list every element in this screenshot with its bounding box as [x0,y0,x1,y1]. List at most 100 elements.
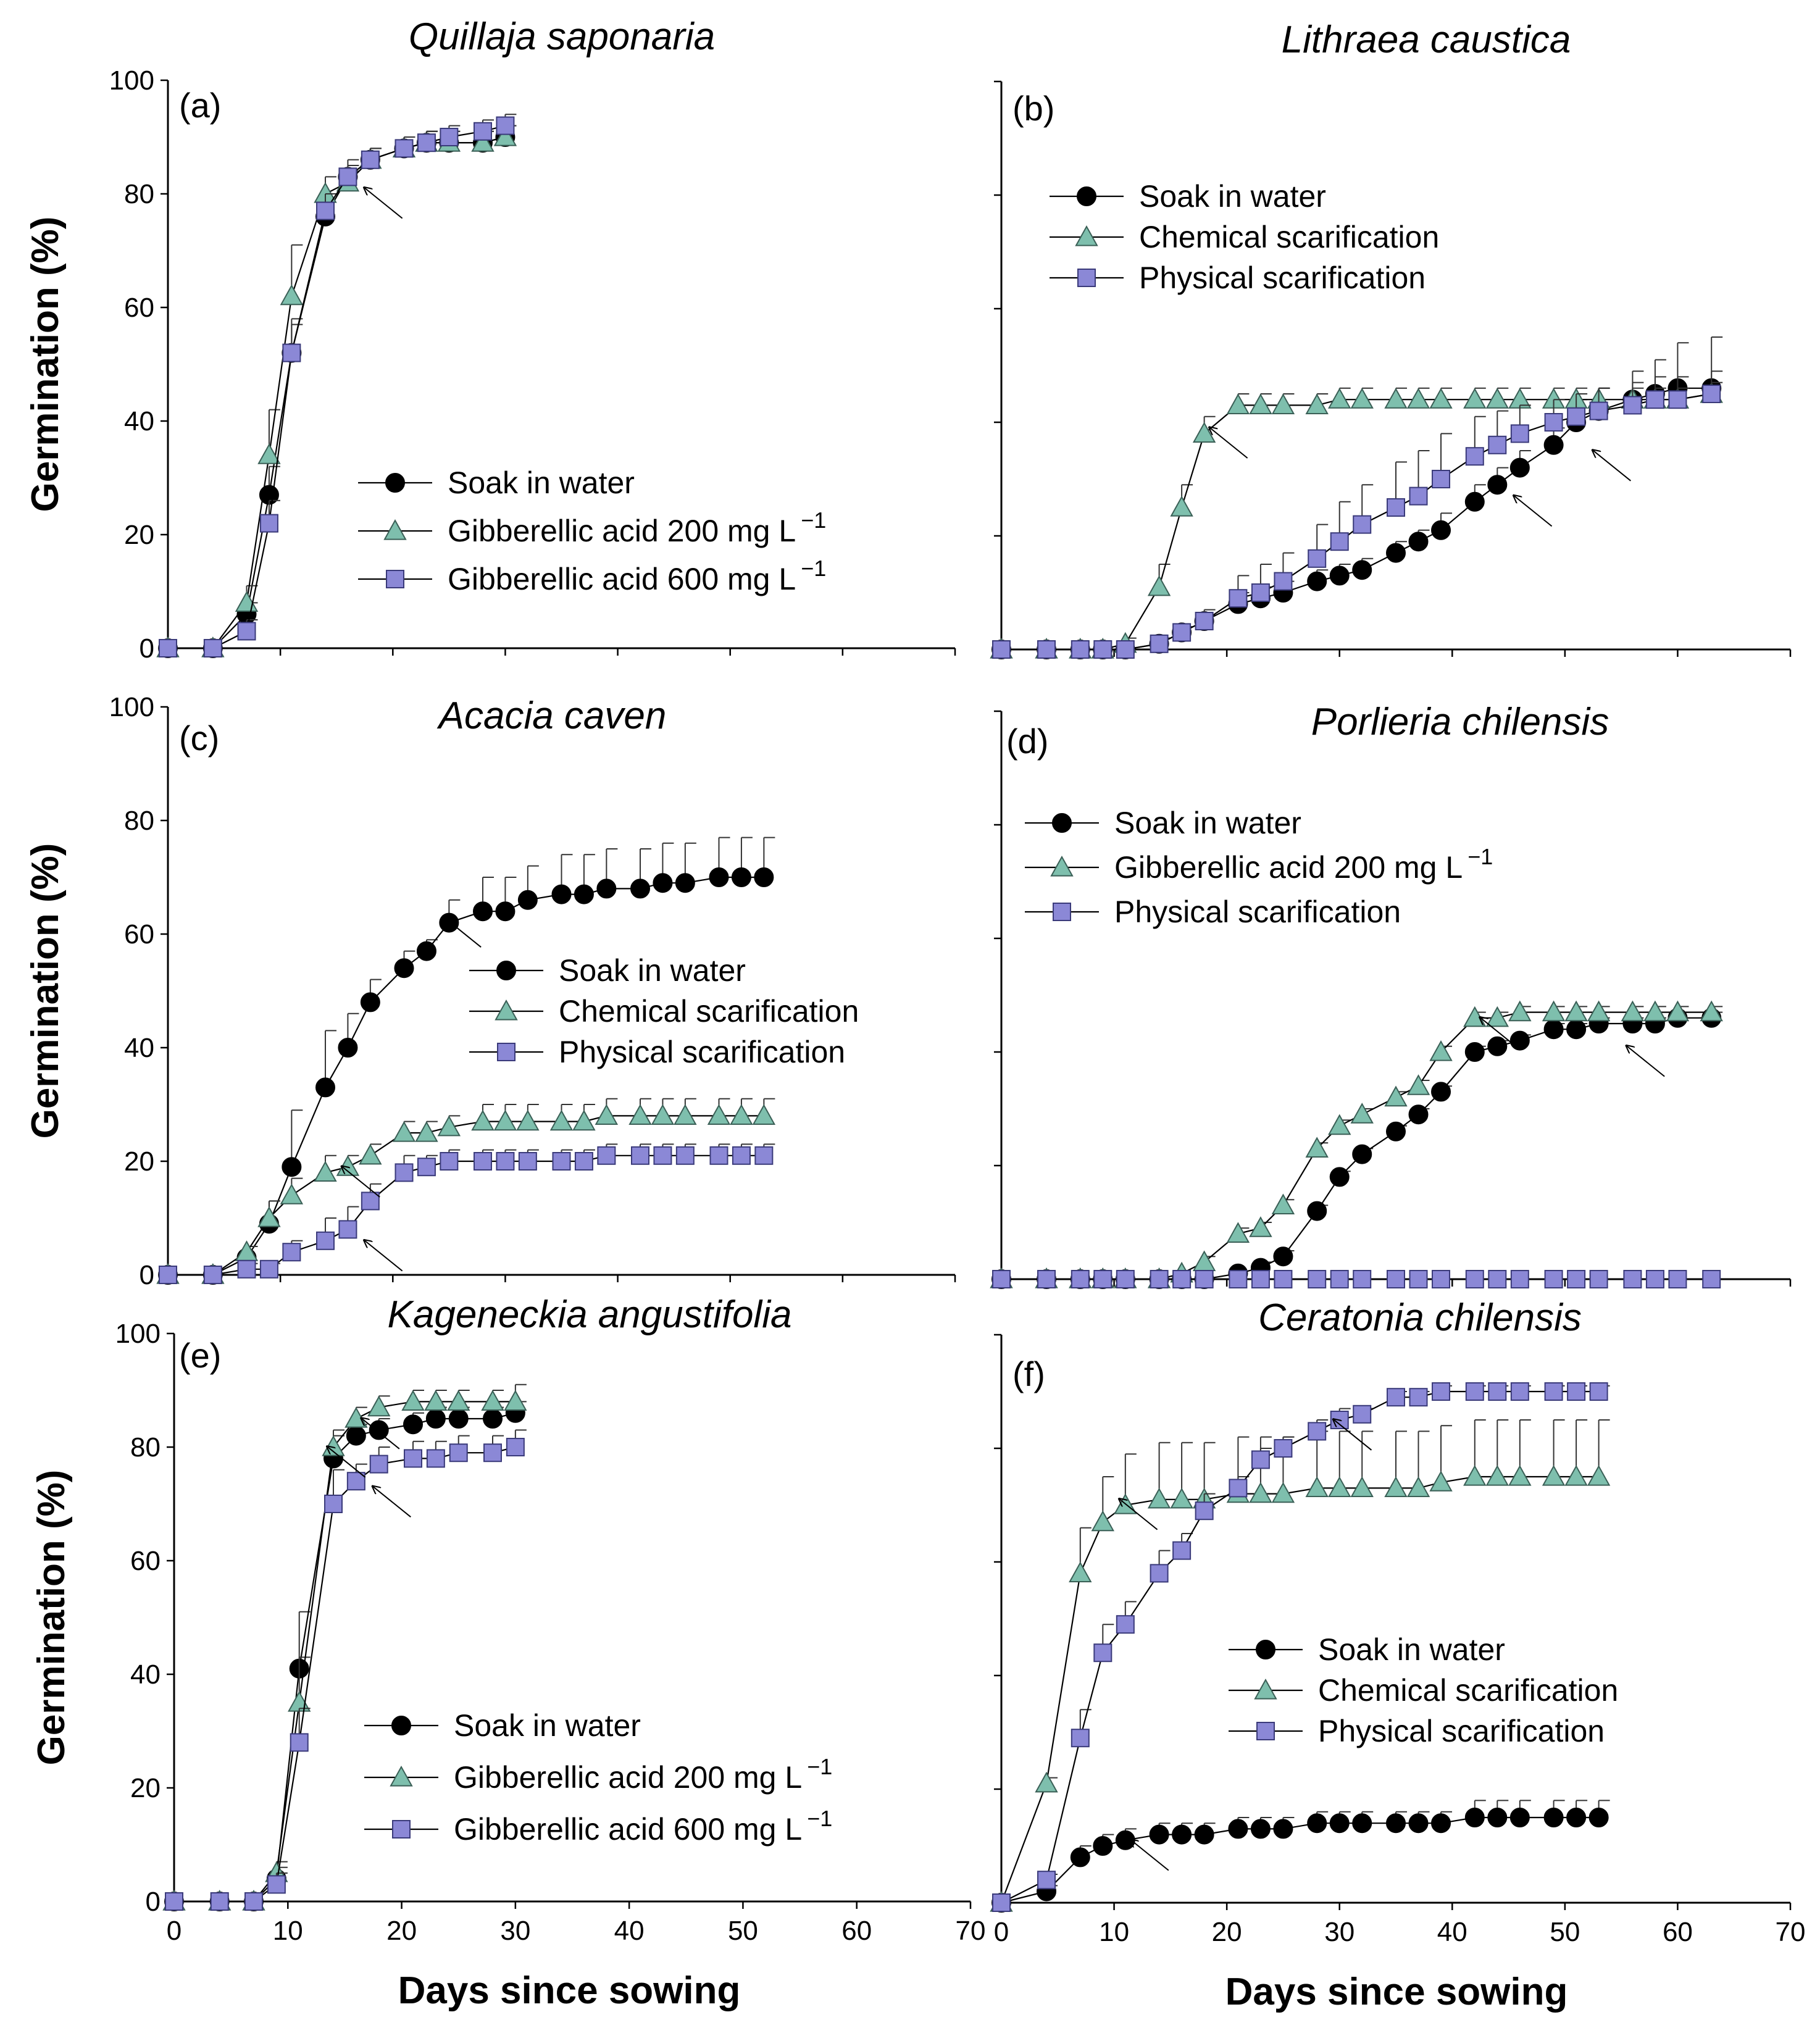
legend: Soak in water Chemical scarification Physi… [469,953,859,1069]
data-point [315,1077,335,1098]
data-point [1645,1270,1664,1288]
legend: Soak in water Chemical scarification Physi… [1229,1632,1618,1748]
data-point [403,1414,423,1435]
y-axis-label: Germination (%) [24,217,67,512]
panel-title: Kageneckia angustifolia [388,1293,792,1336]
series-gibberellic-acid-200-mg-l [990,1000,1723,1288]
data-point [1544,1270,1563,1288]
series-physical-scarification [992,370,1723,659]
data-point [596,879,617,899]
data-point [1431,1813,1451,1834]
data-point [425,1409,446,1429]
data-point [1329,1813,1350,1834]
data-point [1544,413,1563,432]
data-point [1465,1270,1484,1288]
data-point [394,139,414,158]
data-point [394,958,414,979]
data-point [1589,1270,1608,1288]
data-point [1229,1479,1248,1498]
data-point [1564,1000,1588,1022]
data-point [574,884,594,904]
data-point [1543,1808,1564,1827]
panel-b: Lithraea caustica (b) Soak in water Chemica… [990,19,1792,659]
data-point [440,1152,459,1171]
data-point [1643,1000,1667,1022]
data-point [1432,470,1451,488]
data-point [1150,634,1169,653]
data-point [1409,1388,1428,1407]
data-point [1330,1270,1349,1288]
data-point [754,867,774,887]
data-point [1587,1000,1611,1022]
legend: Soak in water Gibberellic acid 200 mg L −1… [1025,806,1493,929]
data-point [1409,1270,1428,1288]
data-point [282,343,301,362]
legend-marker [390,1765,413,1787]
data-point [1172,623,1192,642]
legend-marker [392,1820,411,1839]
panel-title: Ceratonia chilensis [1258,1296,1582,1339]
data-point [1091,1510,1115,1532]
legend-label: Physical scarification [1139,261,1426,295]
legend-marker [1052,813,1072,833]
legend-marker [1075,225,1098,246]
legend-marker [385,473,405,493]
y-tick-label: 0 [146,1887,161,1917]
legend-marker [495,999,518,1020]
y-axis-label: Germination (%) [24,843,67,1139]
series-chemical-scarification [156,1098,776,1284]
data-point [496,1152,515,1171]
data-point [210,1892,229,1911]
data-point [471,1109,495,1131]
data-point [1564,1464,1588,1486]
data-point [1621,1000,1645,1022]
x-tick-label: 30 [1324,1917,1355,1947]
data-point [496,116,515,135]
legend-label: Gibberellic acid 200 mg L −1 [454,1754,832,1795]
series-line [168,876,764,1276]
panel-title: Quillaja saponaria [409,15,715,58]
x-tick-label: 40 [1437,1917,1467,1947]
data-point [1226,1222,1250,1243]
legend-marker [383,519,407,540]
data-point [244,1892,263,1911]
data-point [1387,498,1405,517]
data-point [415,1121,438,1142]
data-point [1700,1000,1723,1022]
legend-label: Chemical scarification [559,994,859,1029]
x-tick-label: 40 [614,1916,645,1946]
data-point [1170,1487,1193,1509]
data-point [1431,1082,1451,1102]
legend: Soak in water Chemical scarification Physi… [1050,179,1439,295]
legend: Soak in water Gibberellic acid 200 mg L −1… [364,1708,832,1847]
data-point [282,1157,302,1177]
data-point [1431,520,1451,540]
data-point [316,201,335,220]
panel-tag: (a) [179,86,221,125]
data-point [1093,640,1112,659]
data-point [754,1146,774,1165]
data-point [237,1259,256,1279]
data-point [338,1038,358,1058]
data-point [322,1435,345,1456]
data-point [1249,1216,1272,1237]
data-point [1195,1501,1214,1521]
x-tick-label: 0 [167,1916,182,1946]
y-tick-label: 40 [130,1659,161,1690]
data-point [1485,388,1509,409]
data-point [1093,1270,1112,1288]
data-point [1271,1193,1295,1214]
data-point [707,1104,731,1125]
legend-label: Gibberellic acid 200 mg L −1 [448,507,826,548]
panel-title: Acacia caven [436,695,667,737]
data-point [1623,1270,1642,1288]
data-point [1463,1464,1487,1486]
panel-tag: (e) [179,1336,221,1375]
x-axis-label: Days since sowing [398,1969,741,2012]
data-point [1353,1404,1372,1424]
data-point [1488,1382,1507,1401]
x-tick-label: 0 [994,1917,1009,1947]
legend-marker [1053,903,1071,921]
data-point [1384,388,1408,409]
data-point [1464,1042,1485,1062]
